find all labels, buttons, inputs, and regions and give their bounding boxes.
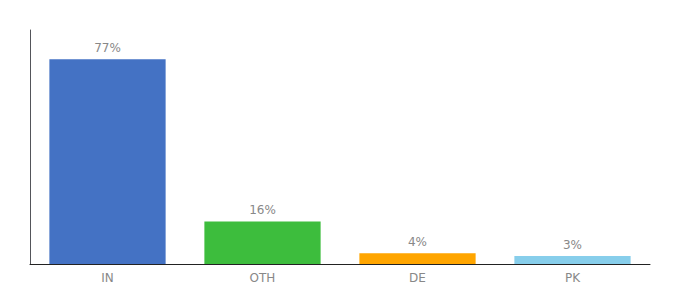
- svg-text:16%: 16%: [249, 203, 276, 217]
- svg-text:DE: DE: [409, 271, 426, 285]
- svg-text:3%: 3%: [563, 238, 582, 252]
- svg-text:4%: 4%: [408, 235, 427, 249]
- svg-text:OTH: OTH: [250, 271, 276, 285]
- svg-text:PK: PK: [565, 271, 581, 285]
- svg-text:IN: IN: [101, 271, 114, 285]
- svg-text:77%: 77%: [94, 41, 121, 55]
